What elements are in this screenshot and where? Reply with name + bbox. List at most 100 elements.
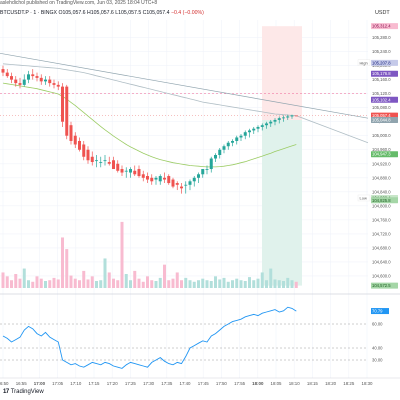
candle-body [48,79,52,84]
volume-bar [56,279,60,288]
candle [150,174,154,185]
symbol-label: BTCUSDT.P · 1 · BINGX [0,10,57,16]
candle-body [167,176,171,184]
candle [86,146,90,164]
take-profit-zone[interactable] [262,26,302,121]
volume-bar [14,274,18,288]
volume-bar [133,270,137,288]
candle [61,83,64,127]
candle-body [69,125,73,141]
candle-body [99,162,103,163]
volume-bar [167,280,171,288]
volume-bar [1,272,5,288]
price-axis-tick: 104,640.0 [372,259,391,264]
candle [103,155,107,166]
volume-bar [235,278,239,288]
ma-slow-line [2,63,369,144]
candle [5,69,9,78]
price-tag-label-box [357,59,371,66]
change-value: −0.4 (−0.00%) [170,10,204,16]
candle-body [171,179,175,187]
candle [205,165,209,175]
volume-bar [222,277,226,288]
candle-body [78,140,81,150]
candle-body [146,176,149,180]
candle [201,169,205,178]
candle [282,115,285,122]
candle-body [65,86,69,136]
volume-bar [22,268,26,288]
candle [243,130,247,140]
candle-body [56,84,60,87]
time-axis-tick: 18:00 [252,381,264,386]
candle-body [39,77,43,82]
candle [175,181,179,191]
candle-body [222,146,226,150]
candle [256,125,260,133]
candle-body [218,149,222,155]
price-axis-tick: 104,960.0 [372,147,391,152]
rsi-axis-tick: 40.00 [372,346,383,351]
price-axis-tick: 105,160.0 [372,77,391,82]
price-tag-value: 104,825.8 [372,198,391,203]
candle [120,165,124,177]
candle-body [44,79,47,82]
price-axis-tick: 104,880.0 [372,175,391,180]
tradingview-logo-icon: 17 [3,389,9,395]
volume-bar [201,278,205,288]
time-axis-tick: 17:05 [52,381,64,386]
time-axis-tick: 18:10 [289,381,301,386]
candle-body [252,128,256,131]
candle-body [103,160,107,162]
candle [39,74,43,85]
candle [294,115,298,117]
candle [158,174,162,185]
candle [265,121,268,129]
volume-bar [294,281,298,288]
candle [235,135,239,145]
candle [290,114,294,119]
time-axis-tick: 17:30 [143,381,155,386]
watermark-text: TradingView [10,389,44,395]
candle-body [150,177,154,182]
volume-bar [197,280,200,288]
volume-bar [95,281,98,288]
candle [248,128,251,138]
volume-bar [175,272,179,288]
volume-bar [252,280,256,288]
volume-bar [180,280,183,288]
candle [192,176,196,187]
candle-body [141,174,145,178]
currency-label[interactable]: USDT [375,10,390,16]
time-axis-tick: 17:20 [107,381,119,386]
candle [52,79,56,89]
candle-body [226,142,230,147]
candle [95,155,98,168]
candle-body [86,149,90,161]
candle-body [286,116,290,118]
volume-bar [10,280,13,288]
candle [48,76,52,87]
candle-body [201,169,205,175]
time-axis-tick: 18:30 [362,381,374,386]
time-axis-tick: 18:20 [325,381,337,386]
volume-bar [5,276,9,288]
stop-loss-zone[interactable] [262,120,302,286]
candle-body [120,169,124,173]
candle [239,133,243,141]
price-axis-tick: 104,720.0 [372,231,391,236]
price-tag-value: 105,207.8 [372,60,391,65]
candle [197,172,200,184]
candle-body [231,140,234,143]
candle-body [205,169,209,170]
volume-bar [277,280,281,288]
candle [31,69,35,80]
candle [171,177,175,189]
candle-body [282,117,285,119]
time-axis-tick: 16:55 [16,381,28,386]
publisher-line: aslehdichol published on TradingView.com… [0,0,158,6]
candle-body [256,126,260,129]
price-axis-tick: 105,000.0 [372,133,391,138]
volume-bar [99,280,103,288]
